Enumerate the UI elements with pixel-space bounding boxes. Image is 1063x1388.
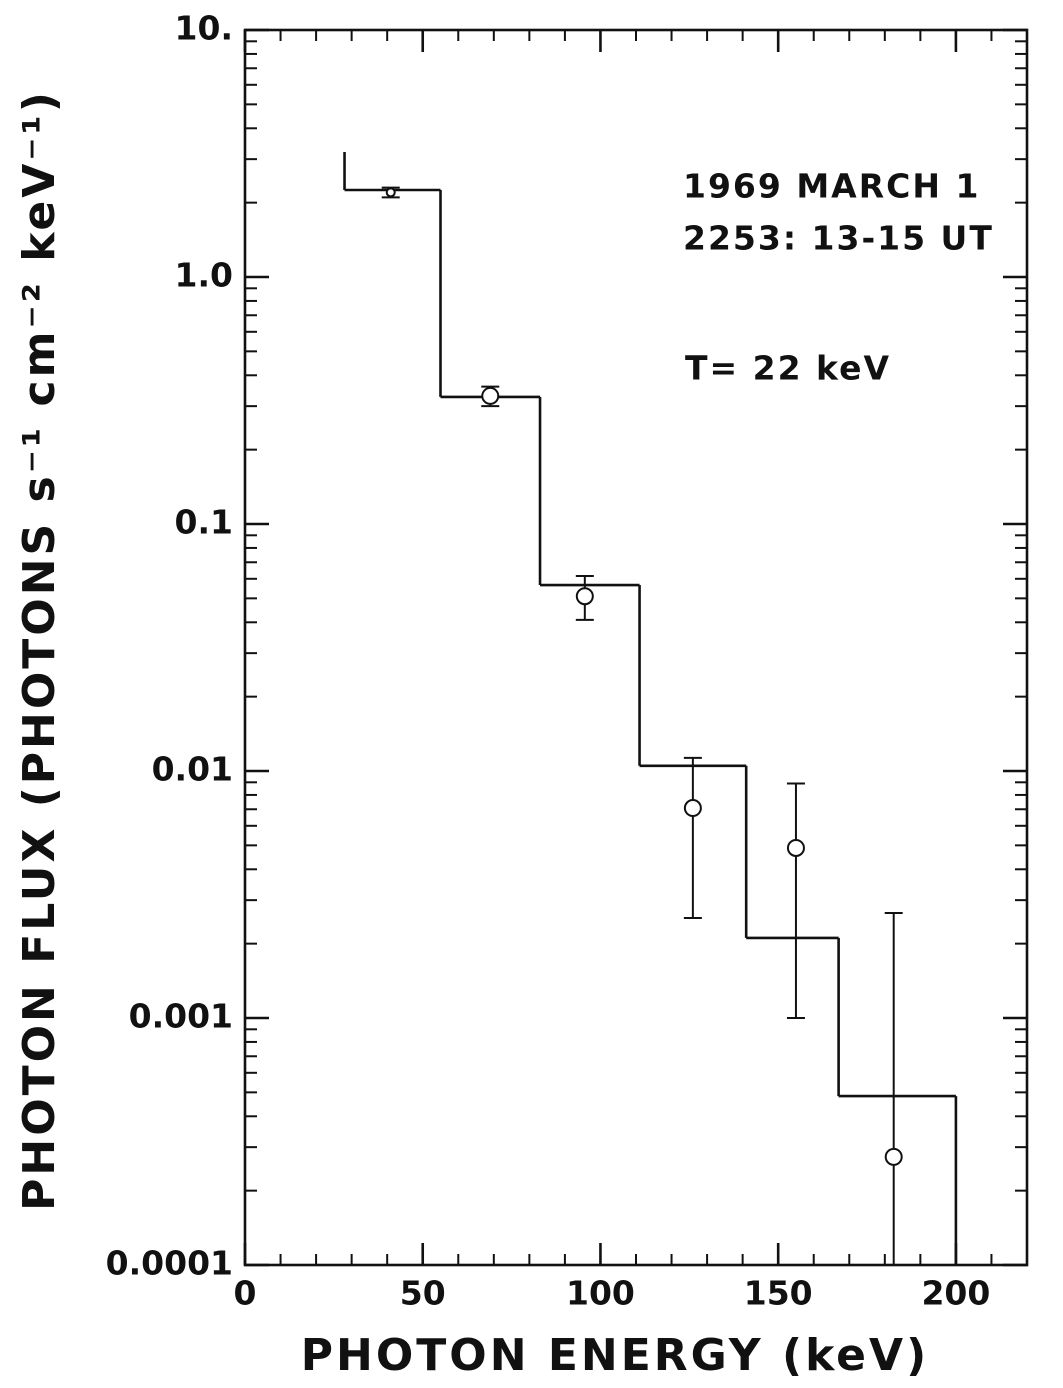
data-point	[481, 386, 500, 405]
y-tick-label: 1.0	[175, 256, 233, 295]
annotation: 2253: 13-15 UT	[683, 219, 994, 258]
data-point	[884, 1147, 903, 1166]
x-tick-label: 100	[566, 1274, 635, 1313]
data-point	[575, 587, 594, 606]
y-tick-label: 0.1	[175, 503, 233, 542]
annotation: T= 22 keV	[685, 349, 891, 388]
x-tick-label: 200	[921, 1274, 990, 1313]
data-point	[385, 187, 396, 198]
x-axis-label: PHOTON ENERGY (keV)	[301, 1330, 929, 1381]
x-tick-label: 0	[234, 1274, 257, 1313]
data-point	[683, 799, 702, 818]
annotation: 1969 MARCH 1	[683, 167, 980, 206]
y-tick-label: 0.0001	[106, 1244, 233, 1283]
x-tick-label: 50	[400, 1274, 446, 1313]
x-tick-label: 150	[744, 1274, 813, 1313]
y-tick-label: 10.	[175, 9, 233, 48]
plot-frame	[243, 28, 1029, 1267]
data-point	[786, 838, 805, 857]
y-tick-label: 0.01	[152, 750, 233, 789]
y-axis-label: PHOTON FLUX (PHOTONS s⁻¹ cm⁻² keV⁻¹)	[14, 89, 65, 1211]
y-tick-label: 0.001	[129, 997, 233, 1036]
